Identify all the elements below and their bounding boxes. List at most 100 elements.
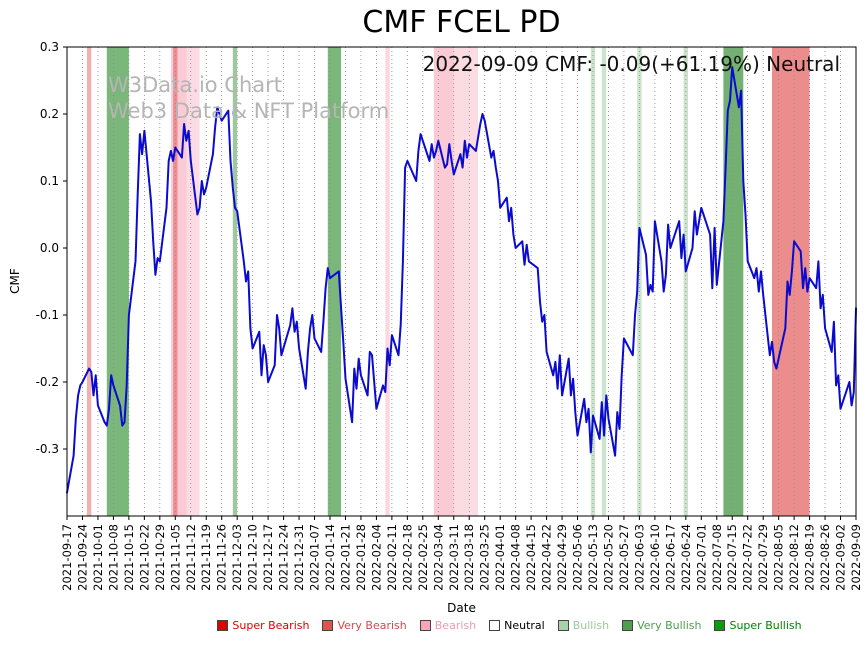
x-tick-label: 2022-08-05 bbox=[772, 524, 786, 591]
legend-label: Very Bearish bbox=[337, 619, 407, 632]
x-tick-label: 2021-11-19 bbox=[199, 524, 213, 591]
x-tick-label: 2022-01-28 bbox=[354, 524, 368, 591]
legend-label: Bullish bbox=[572, 619, 610, 632]
x-axis-label: Date bbox=[447, 601, 476, 615]
x-tick-label: 2022-08-19 bbox=[803, 524, 817, 591]
sentiment-band-bearish bbox=[433, 47, 454, 516]
x-tick-label: 2022-05-13 bbox=[586, 524, 600, 591]
plot-border bbox=[66, 46, 857, 517]
page-title: CMF FCEL PD bbox=[362, 5, 561, 40]
x-tick-label: 2022-04-29 bbox=[555, 524, 569, 591]
x-tick-label: 2022-04-15 bbox=[524, 524, 538, 591]
x-tick-label: 2022-07-01 bbox=[694, 524, 708, 591]
x-tick-label: 2022-04-01 bbox=[493, 524, 507, 591]
y-tick-label: -0.3 bbox=[36, 442, 59, 456]
legend-label: Super Bullish bbox=[729, 619, 802, 632]
sentiment-band-very-bullish bbox=[232, 47, 238, 516]
legend-label: Bearish bbox=[434, 619, 477, 632]
x-tick-label: 2021-09-24 bbox=[75, 524, 89, 591]
watermark: W3Data.io Chart Web3 Data & NFT Platform bbox=[108, 72, 389, 124]
x-tick-label: 2021-10-15 bbox=[122, 524, 136, 591]
sentiment-band-bullish bbox=[590, 47, 596, 516]
legend-label: Neutral bbox=[504, 619, 545, 632]
sentiment-band-very-bullish bbox=[327, 47, 342, 516]
x-tick-label: 2022-08-12 bbox=[787, 524, 801, 591]
x-tick-label: 2022-04-08 bbox=[509, 524, 523, 591]
x-tick-label: 2022-09-09 bbox=[849, 524, 863, 591]
y-tick-label: -0.2 bbox=[36, 375, 59, 389]
x-tick-label: 2022-05-20 bbox=[601, 524, 615, 591]
sentiment-band-bullish bbox=[601, 47, 607, 516]
x-tick-label: 2021-12-10 bbox=[246, 524, 260, 591]
y-tick-label: 0.0 bbox=[40, 241, 59, 255]
x-tick-label: 2022-09-02 bbox=[834, 524, 848, 591]
legend-swatch bbox=[714, 620, 726, 631]
legend-item-bullish: Bullish bbox=[557, 619, 610, 632]
legend-item-very-bullish: Very Bullish bbox=[622, 619, 701, 632]
y-tick-label: -0.1 bbox=[36, 308, 59, 322]
x-tick-label: 2021-12-31 bbox=[292, 524, 306, 591]
x-tick-label: 2022-04-22 bbox=[540, 524, 554, 591]
x-tick-label: 2021-10-22 bbox=[137, 524, 151, 591]
y-tick-label: 0.2 bbox=[40, 107, 59, 121]
legend-swatch bbox=[217, 620, 229, 631]
legend-swatch bbox=[557, 620, 569, 631]
x-tick-label: 2022-02-11 bbox=[385, 524, 399, 591]
cmf-line bbox=[66, 66, 857, 494]
legend-item-neutral: Neutral bbox=[489, 619, 545, 632]
sentiment-band-very-bearish bbox=[173, 47, 178, 516]
x-tick-label: 2022-05-27 bbox=[617, 524, 631, 591]
legend-swatch bbox=[322, 620, 334, 631]
y-tick-label: 0.3 bbox=[40, 40, 59, 54]
x-tick-label: 2022-07-08 bbox=[710, 524, 724, 591]
x-tick-label: 2022-01-07 bbox=[308, 524, 322, 591]
sentiment-band-very-bearish bbox=[86, 47, 92, 516]
sentiment-band-bearish bbox=[453, 47, 479, 516]
x-tick-label: 2022-03-18 bbox=[462, 524, 476, 591]
legend-swatch bbox=[419, 620, 431, 631]
legend-label: Super Bearish bbox=[232, 619, 310, 632]
x-tick-label: 2022-03-11 bbox=[447, 524, 461, 591]
y-axis-label: CMF bbox=[8, 268, 22, 294]
x-tick-label: 2021-10-01 bbox=[91, 524, 105, 591]
x-tick-label: 2021-11-05 bbox=[168, 524, 182, 591]
x-tick-label: 2022-02-04 bbox=[369, 524, 383, 591]
sentiment-band-bullish bbox=[637, 47, 642, 516]
sentiment-band-very-bullish bbox=[723, 47, 744, 516]
x-tick-label: 2022-05-06 bbox=[571, 524, 585, 591]
sentiment-band-bearish bbox=[186, 47, 200, 516]
x-tick-label: 2021-10-08 bbox=[106, 524, 120, 591]
x-tick-label: 2022-01-14 bbox=[323, 524, 337, 591]
legend-label: Very Bullish bbox=[637, 619, 702, 632]
x-tick-label: 2022-08-26 bbox=[818, 524, 832, 591]
cmf-annotation: 2022-09-09 CMF: -0.09(+61.19%) Neutral bbox=[422, 52, 840, 76]
x-tick-label: 2021-11-12 bbox=[184, 524, 198, 591]
x-tick-label: 2022-03-25 bbox=[478, 524, 492, 591]
legend-item-very-bearish: Very Bearish bbox=[322, 619, 407, 632]
legend-item-bearish: Bearish bbox=[419, 619, 477, 632]
x-tick-label: 2022-03-04 bbox=[431, 524, 445, 591]
legend: Super Bearish Very Bearish Bearish Neutral B… bbox=[0, 619, 864, 632]
x-tick-label: 2022-07-15 bbox=[725, 524, 739, 591]
y-tick-label: 0.1 bbox=[40, 174, 59, 188]
x-tick-label: 2022-06-10 bbox=[648, 524, 662, 591]
x-tick-label: 2021-12-24 bbox=[277, 524, 291, 591]
x-tick-label: 2021-09-17 bbox=[60, 524, 74, 591]
x-tick-label: 2022-06-03 bbox=[632, 524, 646, 591]
x-tick-label: 2021-12-03 bbox=[230, 524, 244, 591]
sentiment-band-very-bullish bbox=[106, 47, 129, 516]
x-tick-label: 2022-06-24 bbox=[679, 524, 693, 591]
legend-swatch bbox=[622, 620, 634, 631]
x-tick-label: 2022-07-29 bbox=[756, 524, 770, 591]
x-tick-label: 2022-02-18 bbox=[400, 524, 414, 591]
x-tick-label: 2022-06-17 bbox=[663, 524, 677, 591]
watermark-line1: W3Data.io Chart bbox=[108, 73, 283, 97]
watermark-line2: Web3 Data & NFT Platform bbox=[108, 99, 390, 123]
x-tick-label: 2021-11-26 bbox=[215, 524, 229, 591]
x-tick-label: 2022-02-25 bbox=[416, 524, 430, 591]
legend-swatch bbox=[489, 620, 501, 631]
x-tick-label: 2021-12-17 bbox=[261, 524, 275, 591]
legend-item-super-bearish: Super Bearish bbox=[217, 619, 309, 632]
